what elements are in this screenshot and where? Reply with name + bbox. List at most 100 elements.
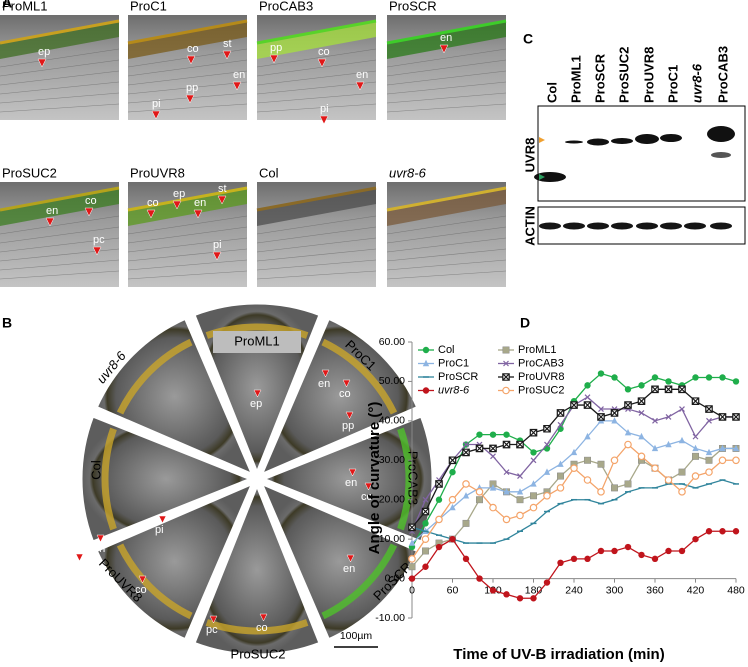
data-point: [597, 370, 605, 377]
data-point: [705, 528, 713, 535]
cell-line: [0, 103, 120, 113]
cell-line: [0, 59, 120, 77]
size-marker: [539, 137, 545, 143]
data-point: [651, 464, 659, 472]
data-point: [530, 492, 537, 500]
data-point: [435, 480, 443, 488]
x-tick-label: 60: [447, 584, 459, 596]
data-point: [624, 386, 632, 393]
cell-line: [127, 59, 248, 77]
tissue-edge: [256, 19, 377, 45]
x-tick-label: 0: [409, 584, 415, 596]
data-point: [544, 441, 550, 448]
data-point: [665, 440, 672, 448]
image-title: ProCAB3: [259, 0, 313, 13]
data-point: [692, 433, 699, 440]
arrowhead: [193, 209, 203, 219]
top-label-box: [213, 331, 301, 353]
annotation: en: [233, 69, 245, 81]
data-point: [678, 385, 686, 394]
cell-line: [386, 81, 507, 95]
cell-line: [256, 59, 377, 77]
data-point: [732, 456, 740, 465]
blot-band: [684, 222, 706, 230]
data-point: [448, 495, 457, 504]
data-point: [638, 410, 645, 416]
y-tick-label: 50.00: [379, 375, 405, 387]
data-point: [475, 488, 484, 496]
image-title: ProUVR8: [130, 165, 185, 180]
tissue-edge: [386, 186, 507, 212]
legend-label: uvr8-6: [438, 384, 470, 396]
lane-label: ProSUC2: [616, 47, 631, 103]
legend-label: ProUVR8: [518, 371, 564, 383]
data-point: [705, 468, 713, 476]
legend-label: Col: [438, 344, 455, 356]
legend-label: ProSCR: [438, 371, 478, 383]
cell-line: [256, 259, 377, 271]
arrowhead: [92, 246, 102, 256]
blot-band: [611, 138, 633, 144]
data-point: [529, 428, 538, 437]
y-tick-label: 40.00: [379, 415, 405, 427]
y-tick-label: 60.00: [379, 336, 405, 348]
tissue-edge: [127, 186, 248, 212]
blot-band: [587, 138, 609, 146]
blot-band: [534, 172, 566, 182]
cell-line: [256, 48, 377, 68]
panel-c: C Col ProML1 ProSCR ProSUC2 ProUVR8 ProC1 uvr8-…: [522, 31, 746, 246]
x-tick-label: 300: [606, 584, 624, 596]
annotation: en: [356, 69, 368, 81]
annotation: pp: [186, 82, 198, 94]
data-point: [421, 535, 430, 543]
blot-band: [611, 222, 633, 230]
arrowhead: [151, 110, 161, 120]
legend-label: ProSUC2: [518, 384, 564, 396]
annotation: ep: [250, 398, 262, 410]
data-point: [732, 444, 740, 452]
data-point: [664, 476, 673, 484]
arrowhead: [355, 81, 365, 91]
annotation: pp: [270, 42, 282, 54]
data-point: [408, 523, 416, 532]
series: [408, 528, 740, 602]
data-point: [719, 374, 726, 381]
tissue-edge: [0, 186, 120, 212]
lane-label: ProCAB3: [715, 46, 730, 103]
x-tick-label: 420: [687, 584, 705, 596]
annotation: st: [223, 38, 232, 50]
cell-line: [386, 59, 507, 77]
data-point: [462, 448, 470, 457]
section-wedge: [94, 480, 256, 642]
sector-label: ProSUC2: [231, 646, 286, 661]
blot-band: [563, 222, 585, 230]
data-point: [705, 448, 713, 456]
annotation: st: [218, 183, 227, 195]
cell-line: [386, 226, 507, 244]
fluorescence-ring: [116, 543, 193, 620]
data-point: [530, 457, 537, 464]
series-line: [411, 420, 736, 544]
tissue-edge: [0, 19, 120, 45]
y-tick-label: -10.00: [375, 612, 405, 624]
data-point: [692, 452, 699, 460]
data-point: [557, 421, 564, 428]
arrowhead: [321, 369, 330, 378]
panel-label: C: [523, 31, 533, 47]
lane-label: ProML1: [568, 55, 583, 103]
fluorescence-ring: [321, 338, 398, 415]
blot-band: [711, 152, 731, 158]
x-tick-label: 360: [646, 584, 664, 596]
image-title: uvr8-6: [389, 165, 427, 180]
legend-marker: [502, 373, 510, 381]
data-point: [421, 507, 430, 516]
data-point: [678, 488, 686, 496]
arrowhead: [232, 81, 242, 91]
series: [408, 445, 740, 571]
blot-band: [710, 222, 732, 230]
tissue-band: [0, 21, 119, 59]
data-point: [503, 431, 510, 438]
cell-line: [127, 103, 248, 113]
data-point: [665, 547, 672, 555]
